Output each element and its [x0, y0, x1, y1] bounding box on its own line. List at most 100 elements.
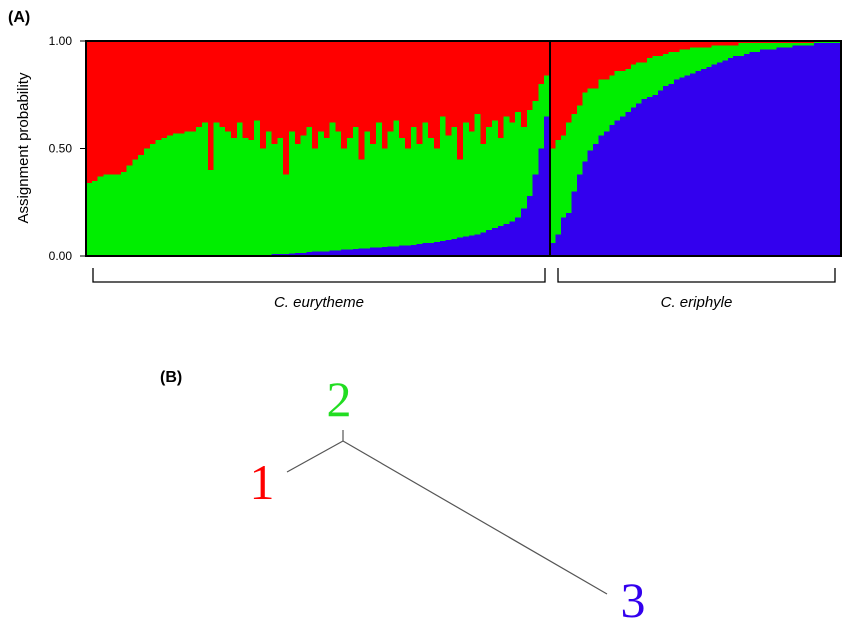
bar-segment-cluster1: [700, 41, 707, 48]
bar-segment-cluster2: [341, 148, 348, 250]
y-tick-labels: 0.00 0.50 1.00: [49, 34, 86, 263]
bar-eurytheme-62: [445, 41, 452, 256]
bar-segment-cluster3: [463, 236, 470, 256]
bar-segment-cluster3: [598, 135, 605, 256]
bar-eriphyle-37: [749, 41, 756, 256]
bar-eurytheme-78: [538, 41, 545, 256]
bar-segment-cluster2: [657, 56, 664, 91]
bar-eurytheme-16: [178, 41, 186, 256]
tree-label-3: 3: [621, 572, 646, 622]
bar-segment-cluster2: [294, 144, 302, 253]
bar-eurytheme-15: [173, 41, 180, 256]
bar-segment-cluster1: [620, 41, 627, 72]
bar-segment-cluster1: [652, 41, 659, 57]
bar-segment-cluster2: [625, 68, 632, 112]
bar-segment-cluster2: [173, 133, 180, 256]
bar-segment-cluster1: [323, 41, 331, 138]
bar-eurytheme-3: [103, 41, 110, 256]
bar-segment-cluster1: [706, 41, 713, 48]
bar-segment-cluster2: [571, 114, 578, 192]
bar-eriphyle-1: [555, 41, 562, 256]
y-tick-label: 0.50: [49, 142, 73, 156]
bar-segment-cluster1: [196, 41, 203, 127]
bar-segment-cluster2: [582, 92, 589, 162]
bar-eriphyle-42: [776, 41, 783, 257]
panel-b-label: (B): [160, 369, 182, 386]
bar-eurytheme-66: [468, 41, 476, 256]
bar-eriphyle-7: [587, 41, 594, 256]
bar-segment-cluster2: [576, 105, 583, 175]
bar-eurytheme-19: [196, 41, 203, 256]
bar-segment-cluster2: [352, 127, 360, 250]
bar-eriphyle-10: [603, 41, 610, 256]
bar-eurytheme-27: [242, 41, 249, 256]
bar-eurytheme-25: [231, 41, 238, 256]
bar-segment-cluster1: [329, 41, 336, 123]
group-label: C. eurytheme: [274, 294, 364, 311]
bar-segment-cluster2: [283, 174, 290, 254]
bar-segment-cluster1: [474, 41, 481, 115]
bar-segment-cluster1: [428, 41, 435, 138]
bar-segment-cluster3: [614, 120, 621, 256]
bar-segment-cluster2: [598, 79, 605, 136]
bar-eriphyle-8: [593, 41, 600, 256]
bar-eurytheme-59: [428, 41, 435, 256]
bar-segment-cluster2: [347, 137, 354, 250]
bar-segment-cluster3: [434, 242, 441, 256]
bar-eurytheme-26: [236, 41, 244, 256]
bar-segment-cluster2: [808, 43, 815, 46]
bar-segment-cluster3: [370, 247, 377, 256]
panel-a-label: (A): [8, 9, 30, 26]
bar-eurytheme-20: [202, 41, 209, 256]
bar-eriphyle-6: [582, 41, 589, 256]
bar-segment-cluster1: [560, 41, 567, 136]
bar-segment-cluster2: [207, 170, 215, 256]
bar-segment-cluster1: [207, 41, 215, 170]
bar-segment-cluster1: [138, 41, 145, 155]
bar-eurytheme-8: [132, 41, 139, 256]
bar-segment-cluster2: [248, 139, 255, 256]
bar-segment-cluster2: [306, 127, 313, 253]
bar-segment-cluster2: [738, 43, 745, 57]
bar-eurytheme-36: [294, 41, 302, 256]
bar-segment-cluster1: [393, 41, 400, 121]
bar-segment-cluster3: [776, 47, 783, 257]
bar-eurytheme-72: [503, 41, 510, 256]
bar-segment-cluster2: [91, 180, 99, 256]
bar-plot: [86, 41, 842, 257]
bar-segment-cluster1: [532, 41, 539, 102]
bar-segment-cluster3: [468, 235, 476, 256]
bar-segment-cluster3: [486, 230, 493, 256]
bar-segment-cluster2: [213, 122, 220, 256]
bar-segment-cluster2: [830, 42, 837, 44]
bar-segment-cluster2: [190, 131, 197, 256]
bar-eriphyle-41: [770, 41, 777, 256]
bar-segment-cluster2: [526, 109, 534, 196]
bar-segment-cluster2: [120, 172, 128, 256]
bar-segment-cluster2: [219, 127, 226, 256]
bar-segment-cluster3: [289, 253, 296, 256]
bar-segment-cluster1: [576, 41, 583, 106]
bar-segment-cluster2: [532, 101, 539, 175]
bar-segment-cluster3: [329, 250, 336, 256]
bar-eurytheme-69: [486, 41, 493, 256]
bar-eurytheme-71: [497, 41, 505, 256]
bar-segment-cluster2: [521, 127, 528, 209]
bar-segment-cluster2: [289, 131, 296, 254]
bar-eriphyle-36: [744, 41, 750, 257]
bar-segment-cluster1: [352, 41, 360, 127]
bar-segment-cluster2: [381, 148, 389, 247]
bar-segment-cluster2: [312, 148, 319, 252]
bar-segment-cluster2: [86, 182, 93, 256]
bar-segment-cluster1: [422, 41, 429, 123]
bar-segment-cluster2: [717, 45, 724, 63]
bar-segment-cluster3: [819, 43, 826, 257]
bar-segment-cluster1: [213, 41, 220, 123]
bar-segment-cluster1: [526, 41, 534, 110]
bar-segment-cluster2: [673, 51, 680, 80]
bar-segment-cluster1: [641, 41, 648, 63]
bar-segment-cluster2: [277, 137, 284, 254]
bar-segment-cluster2: [184, 131, 191, 256]
bar-eurytheme-57: [416, 41, 423, 256]
bar-segment-cluster2: [155, 139, 162, 256]
